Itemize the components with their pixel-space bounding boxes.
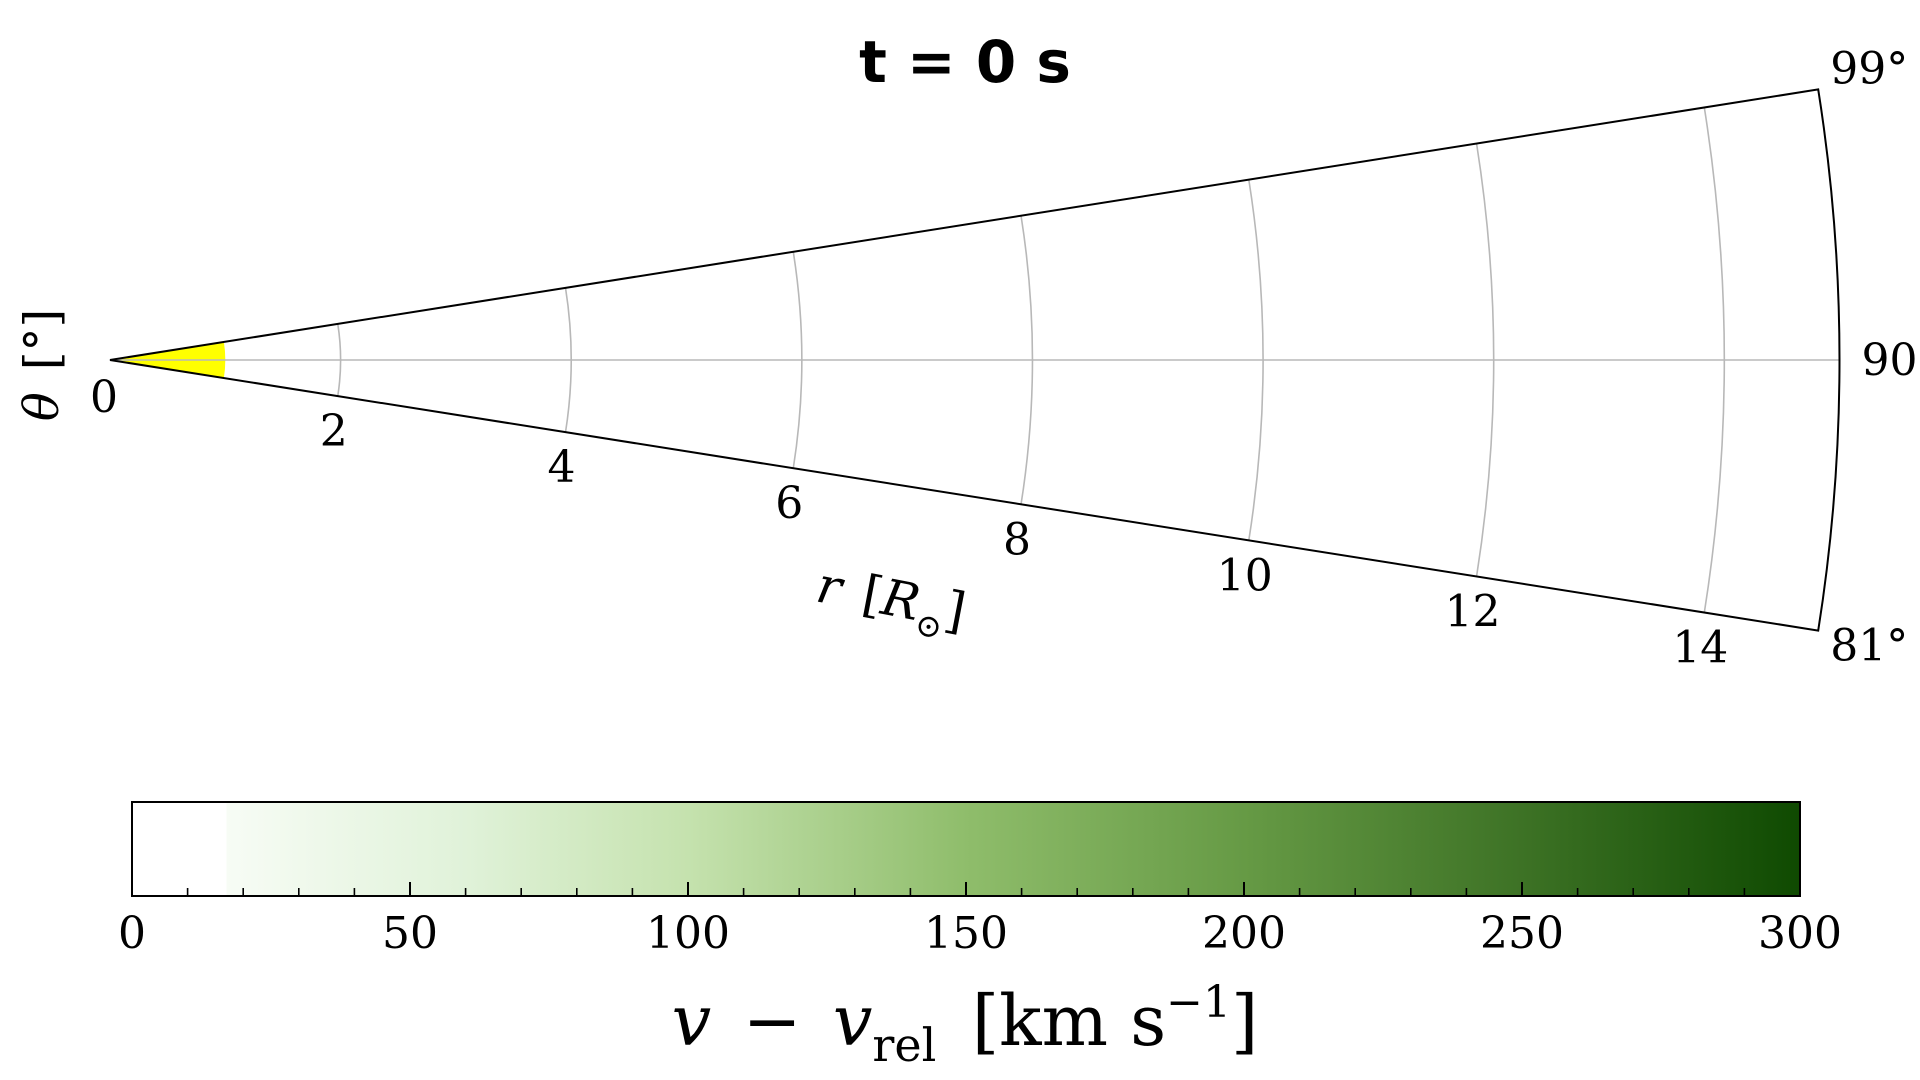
r-axis-unit-sub: ⊙ [912, 605, 945, 647]
colorbar-ticks: 0 50 100 150 200 250 300 [118, 882, 1842, 959]
colorbar-label: v − vrel [km s−1] [672, 977, 1259, 1077]
theta-tick-label: 81° [1830, 621, 1908, 672]
r-tick-label: 12 [1445, 586, 1501, 637]
colorbar-blank-segment [132, 802, 227, 896]
wedge-outline [109, 88, 1841, 632]
theta-axis-label: θ [°] [14, 309, 70, 421]
colorbar-tick-label: 50 [382, 908, 438, 959]
r-tick-label: 4 [548, 442, 576, 493]
colorbar: 0 50 100 150 200 250 300 [118, 801, 1842, 959]
colorbar-label-var1: v [672, 980, 712, 1062]
r-tick-label: 2 [320, 406, 348, 457]
chart-title: t = 0 s [859, 28, 1071, 96]
colorbar-label-var2: v [833, 980, 873, 1062]
r-tick-label: 8 [1003, 514, 1031, 565]
r-axis-var: r [812, 556, 849, 618]
theta-tick-labels: 81° 90° 99° [1830, 43, 1920, 671]
colorbar-label-unit: [km s [972, 980, 1166, 1062]
r-tick-label: 10 [1217, 550, 1273, 601]
r-axis-label: r [R⊙] [810, 556, 970, 651]
theta-axis-unit: [°] [14, 309, 70, 370]
r-tick-label: 0 [90, 372, 118, 423]
theta-tick-label: 99° [1830, 43, 1908, 94]
colorbar-label-exp: −1 [1166, 977, 1231, 1028]
colorbar-tick-label: 300 [1758, 908, 1842, 959]
colorbar-label-minus: − [743, 980, 802, 1062]
r-tick-label: 6 [775, 478, 803, 529]
colorbar-fill [226, 802, 1800, 896]
polar-wedge-plot: 0 2 4 6 8 10 12 14 81° 90° 99° [90, 43, 1920, 673]
r-tick-label: 14 [1672, 623, 1728, 674]
colorbar-label-close: ] [1231, 980, 1258, 1062]
colorbar-tick-label: 150 [924, 908, 1008, 959]
colorbar-tick-label: 0 [118, 908, 146, 959]
theta-axis-var: θ [14, 392, 70, 421]
colorbar-label-sub: rel [872, 1018, 936, 1072]
colorbar-tick-label: 200 [1202, 908, 1286, 959]
grid-lines [110, 107, 1840, 613]
colorbar-tick-label: 250 [1480, 908, 1564, 959]
theta-tick-label: 90° [1862, 335, 1920, 386]
r-tick-labels: 0 2 4 6 8 10 12 14 [90, 372, 1728, 674]
colorbar-tick-label: 100 [646, 908, 730, 959]
